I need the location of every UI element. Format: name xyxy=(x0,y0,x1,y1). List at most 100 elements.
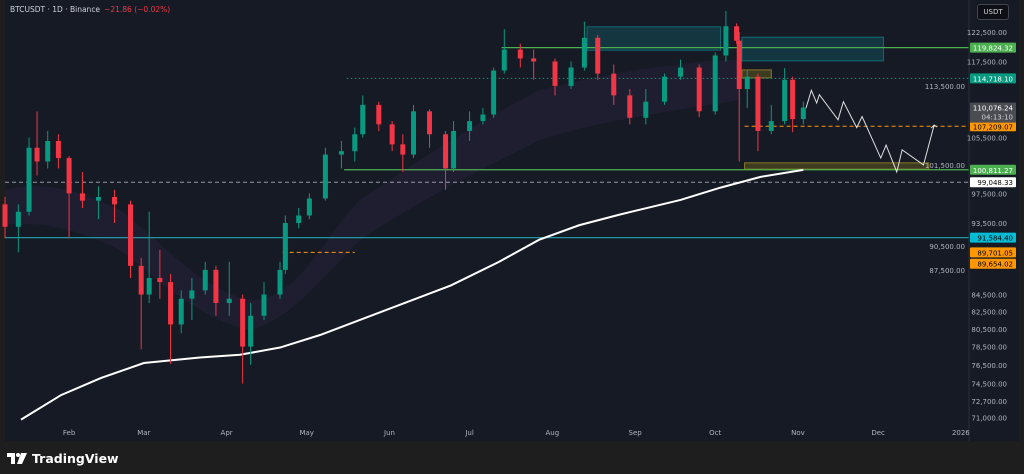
candle xyxy=(427,109,433,148)
candle-body xyxy=(45,140,51,162)
candle-body xyxy=(389,124,395,145)
level-89701-label-text: 89,701.05 xyxy=(977,249,1013,257)
forecast-layer xyxy=(805,88,938,174)
moving-average-line xyxy=(20,168,804,421)
price-tick: 97,500.00 xyxy=(971,190,1007,198)
candle-body xyxy=(755,76,761,131)
tradingview-logo[interactable]: TradingView xyxy=(7,451,119,466)
candle-body xyxy=(451,130,457,169)
level-89654-label-bg xyxy=(970,258,1016,269)
time-tick: Dec xyxy=(871,429,885,437)
price-tick: 122,500.00 xyxy=(967,29,1007,37)
candle-body xyxy=(178,298,184,325)
price-tick: 76,500.00 xyxy=(971,362,1007,370)
candle xyxy=(627,89,633,125)
candle-body xyxy=(782,79,788,122)
candle xyxy=(376,101,382,131)
symbol-header: BTCUSDT · 1D · Binance −21.86 (−0.02%) xyxy=(10,5,170,14)
candle-body xyxy=(400,144,406,155)
candle-body xyxy=(338,151,344,155)
price-tick: 90,500.00 xyxy=(929,243,965,251)
time-tick: Jul xyxy=(464,429,474,437)
time-tick: Jun xyxy=(383,429,395,437)
candle-body xyxy=(581,37,587,68)
candle xyxy=(782,68,788,125)
candle xyxy=(2,197,8,239)
candle-body xyxy=(517,49,523,59)
level-114718-label: 114,718.10 xyxy=(970,73,1016,84)
candle xyxy=(581,21,587,71)
symbol-info[interactable]: BTCUSDT · 1D · Binance xyxy=(10,5,101,14)
candle xyxy=(189,278,195,321)
candle-body xyxy=(34,147,40,162)
candle xyxy=(768,104,774,135)
time-tick: Sep xyxy=(629,429,643,437)
teal-zone-2 xyxy=(741,36,884,62)
chart-panel[interactable] xyxy=(5,0,1019,441)
time-tick: Mar xyxy=(137,429,150,437)
candle-body xyxy=(79,193,85,201)
candle xyxy=(146,211,152,303)
candle xyxy=(34,111,40,176)
last-price-bg xyxy=(970,102,1016,123)
candle xyxy=(248,302,254,365)
price-axis[interactable]: 122,500.00 117,500.00 113,500.00 105,500.00… xyxy=(925,29,1007,423)
candle xyxy=(552,58,558,96)
price-tick: 93,500.00 xyxy=(971,220,1007,228)
candle xyxy=(467,111,473,141)
yellow-zone-2 xyxy=(744,162,930,170)
candle-body xyxy=(595,37,601,74)
teal-zone-1 xyxy=(586,26,722,51)
candle xyxy=(360,95,366,138)
candle xyxy=(240,294,246,384)
level-99048-label: 99,048.33 xyxy=(970,177,1016,188)
level-114718-label-bg xyxy=(970,73,1016,84)
candle xyxy=(643,89,649,125)
candle xyxy=(451,121,457,172)
candle-body xyxy=(643,101,649,118)
level-100811-label-bg xyxy=(970,164,1016,175)
time-tick: 2026 xyxy=(952,429,970,437)
candle-body xyxy=(790,79,796,120)
candle-body xyxy=(138,265,144,295)
price-tick: 101,500.00 xyxy=(925,162,965,170)
currency-button[interactable]: USDT xyxy=(977,4,1009,20)
candle-body xyxy=(306,198,312,216)
candle-body xyxy=(360,104,366,135)
candle xyxy=(282,215,288,274)
candle-body xyxy=(168,282,174,325)
level-119824-label-bg xyxy=(970,42,1016,53)
candle-body xyxy=(202,269,208,291)
tradingview-logo-icon xyxy=(7,453,27,464)
level-91584-label-bg xyxy=(970,232,1016,243)
candle-body xyxy=(240,298,246,347)
candle xyxy=(800,101,806,125)
candle-body xyxy=(480,114,486,122)
countdown-text: 04:13:10 xyxy=(982,114,1013,122)
candle xyxy=(277,261,283,299)
candle xyxy=(411,104,417,159)
candle xyxy=(127,200,133,279)
candle-body xyxy=(627,95,633,118)
level-107209-label: 107,209.07 xyxy=(970,121,1016,132)
candle-body xyxy=(213,269,219,303)
candle-body xyxy=(611,73,617,96)
candle-body xyxy=(800,107,806,120)
candle xyxy=(338,140,344,169)
time-axis[interactable]: Feb Mar Apr May Jun Jul Aug Sep Oct Nov Dec 2026 xyxy=(63,429,970,437)
candle xyxy=(531,49,537,80)
candle xyxy=(306,193,312,220)
candle xyxy=(661,73,667,105)
level-99048-label-text: 99,048.33 xyxy=(977,179,1013,187)
time-tick: Feb xyxy=(63,429,76,437)
candle-body xyxy=(678,67,684,77)
level-91584-label-text: 91,584.40 xyxy=(977,235,1013,243)
candle xyxy=(261,282,267,321)
candle xyxy=(55,134,61,169)
candle-body xyxy=(26,147,32,212)
candle xyxy=(202,261,208,295)
candle-body xyxy=(111,197,117,205)
candle xyxy=(26,137,32,216)
candle-body xyxy=(427,111,433,135)
